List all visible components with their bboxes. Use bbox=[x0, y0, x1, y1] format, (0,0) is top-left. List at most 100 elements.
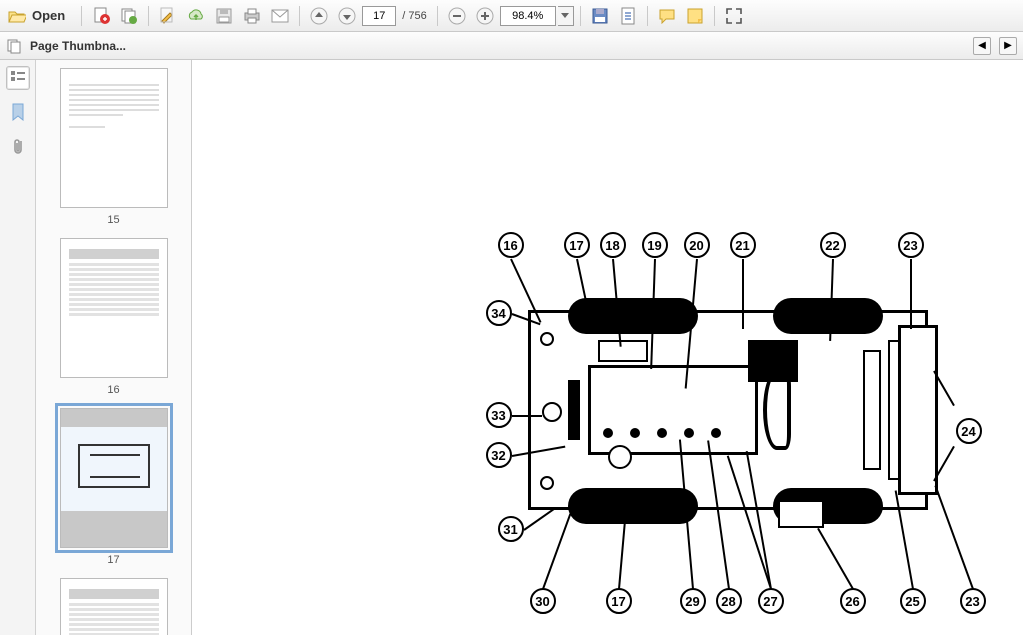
combine-pdf-button[interactable] bbox=[116, 3, 142, 29]
note-button[interactable] bbox=[682, 3, 708, 29]
zoom-out-button[interactable] bbox=[444, 3, 470, 29]
pages-icon bbox=[6, 38, 22, 54]
detail-circle bbox=[540, 476, 554, 490]
thumbnails-rail-button[interactable] bbox=[6, 66, 30, 90]
minus-circle-icon bbox=[448, 7, 466, 25]
engine-block bbox=[588, 365, 758, 455]
main-toolbar: Open / 756 bbox=[0, 0, 1023, 32]
page-down-button[interactable] bbox=[334, 3, 360, 29]
page-red-icon bbox=[92, 7, 110, 25]
fit-page-button[interactable] bbox=[615, 3, 641, 29]
tyre-rear-left bbox=[773, 298, 883, 334]
thumbnail-item[interactable]: 16 bbox=[36, 238, 191, 396]
envelope-icon bbox=[271, 9, 289, 23]
zoom-input[interactable] bbox=[500, 6, 556, 26]
callout-16: 16 bbox=[498, 232, 524, 258]
callout-28: 28 bbox=[716, 588, 742, 614]
plus-circle-icon bbox=[476, 7, 494, 25]
callout-29: 29 bbox=[680, 588, 706, 614]
page-up-button[interactable] bbox=[306, 3, 332, 29]
callout-34: 34 bbox=[486, 300, 512, 326]
page-number-input[interactable] bbox=[362, 6, 396, 26]
chevron-down-icon bbox=[561, 13, 569, 19]
callout-17b: 17 bbox=[606, 588, 632, 614]
flex-hose bbox=[763, 370, 791, 450]
panel-next-button[interactable]: ▶ bbox=[999, 37, 1017, 55]
thumbnail-number: 16 bbox=[107, 384, 119, 396]
thumbnails-panel[interactable]: 15 16 17 18 bbox=[36, 60, 192, 635]
viewer-body: 15 16 17 18 bbox=[0, 60, 1023, 635]
toolbar-divider bbox=[81, 6, 82, 26]
callout-25: 25 bbox=[900, 588, 926, 614]
bolt bbox=[711, 428, 721, 438]
toolbar-divider bbox=[647, 6, 648, 26]
toolbar-divider bbox=[580, 6, 581, 26]
floppy-icon bbox=[216, 8, 232, 24]
callout-17t: 17 bbox=[564, 232, 590, 258]
zoom-in-button[interactable] bbox=[472, 3, 498, 29]
bolt bbox=[684, 428, 694, 438]
arrow-up-icon bbox=[310, 7, 328, 25]
lead bbox=[910, 259, 912, 329]
callout-18: 18 bbox=[600, 232, 626, 258]
detail-rect bbox=[863, 350, 881, 470]
page-content: 16 17 18 19 20 21 22 23 bbox=[218, 60, 998, 635]
comment-button[interactable] bbox=[654, 3, 680, 29]
save-button[interactable] bbox=[211, 3, 237, 29]
lead bbox=[742, 259, 744, 329]
email-button[interactable] bbox=[267, 3, 293, 29]
page-total-label: / 756 bbox=[398, 10, 430, 22]
print-button[interactable] bbox=[239, 3, 265, 29]
thumbnail-item[interactable]: 15 bbox=[36, 68, 191, 226]
list-grid-icon bbox=[10, 70, 26, 86]
callout-20: 20 bbox=[684, 232, 710, 258]
cloud-up-icon bbox=[187, 7, 205, 25]
callout-23b: 23 bbox=[960, 588, 986, 614]
printer-icon bbox=[243, 7, 261, 25]
callout-32: 32 bbox=[486, 442, 512, 468]
side-rail bbox=[0, 60, 36, 635]
thumbnail-item[interactable]: 17 bbox=[36, 408, 191, 566]
thumbnails-panel-header: Page Thumbna... ◀ ▶ bbox=[0, 32, 1023, 60]
page-viewer[interactable]: 16 17 18 19 20 21 22 23 bbox=[192, 60, 1023, 635]
tyre-front-right bbox=[568, 488, 698, 524]
folder-open-icon bbox=[8, 8, 26, 24]
toolbar-divider bbox=[148, 6, 149, 26]
bookmarks-rail-button[interactable] bbox=[6, 100, 30, 124]
toolbar-divider bbox=[714, 6, 715, 26]
callout-23t: 23 bbox=[898, 232, 924, 258]
speech-bubble-icon bbox=[658, 8, 676, 24]
rear-strut bbox=[888, 340, 900, 480]
page-green-icon bbox=[120, 7, 138, 25]
bolt bbox=[657, 428, 667, 438]
detail-bar bbox=[568, 380, 580, 440]
thumbnail-number: 15 bbox=[107, 214, 119, 226]
detail-rect bbox=[778, 500, 824, 528]
thumbnail-number: 17 bbox=[107, 554, 119, 566]
lead bbox=[523, 507, 555, 530]
paperclip-icon bbox=[10, 137, 26, 155]
sign-button[interactable] bbox=[155, 3, 181, 29]
expand-icon bbox=[726, 8, 742, 24]
toolbar-divider bbox=[299, 6, 300, 26]
fullscreen-button[interactable] bbox=[721, 3, 747, 29]
zoom-dropdown[interactable] bbox=[558, 6, 574, 26]
callout-30: 30 bbox=[530, 588, 556, 614]
open-button[interactable]: Open bbox=[4, 3, 75, 29]
save-disk-button[interactable] bbox=[587, 3, 613, 29]
panel-prev-button[interactable]: ◀ bbox=[973, 37, 991, 55]
fit-page-icon bbox=[620, 7, 636, 25]
attachments-rail-button[interactable] bbox=[6, 134, 30, 158]
bolt bbox=[630, 428, 640, 438]
pdf-viewer-window: Open / 756 Page Thumbna... ◀ bbox=[0, 0, 1023, 635]
panel-title: Page Thumbna... bbox=[30, 39, 965, 53]
create-pdf-button[interactable] bbox=[88, 3, 114, 29]
detail-circle bbox=[540, 332, 554, 346]
open-label: Open bbox=[32, 8, 65, 23]
share-button[interactable] bbox=[183, 3, 209, 29]
thumbnail-item[interactable]: 18 bbox=[36, 578, 191, 635]
callout-27: 27 bbox=[758, 588, 784, 614]
detail-circle bbox=[608, 445, 632, 469]
callout-19: 19 bbox=[642, 232, 668, 258]
callout-33: 33 bbox=[486, 402, 512, 428]
